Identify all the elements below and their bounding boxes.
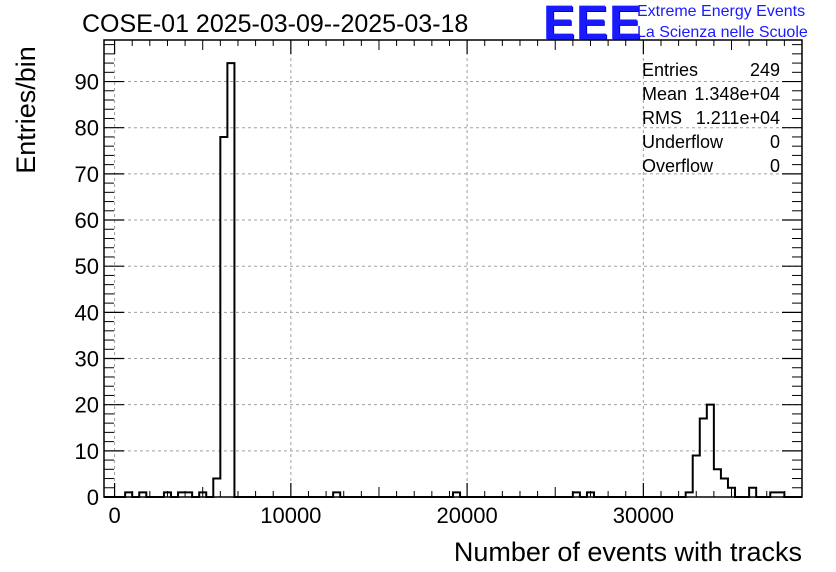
stats-mean-value: 1.348e+04	[694, 84, 780, 104]
histogram-bin	[693, 455, 700, 497]
histogram-bin	[721, 479, 728, 497]
y-tick-label: 70	[75, 162, 99, 187]
histogram-bin	[714, 469, 721, 497]
stats-entries-value: 249	[749, 60, 780, 80]
x-tick-label: 10000	[260, 503, 321, 528]
chart-title: COSE-01 2025-03-09--2025-03-18	[82, 10, 469, 38]
x-tick-label: 20000	[437, 503, 498, 528]
y-axis-label: Entries/bin	[11, 46, 41, 174]
histogram-outline	[104, 62, 802, 498]
stats-box: Entries 249 Mean 1.348e+04 RMS 1.211e+04…	[640, 58, 782, 178]
y-tick-label: 80	[75, 116, 99, 141]
y-tick-label: 60	[75, 208, 99, 233]
logo-text-line2: La Scienza nelle Scuole	[637, 24, 808, 41]
y-tick-label: 10	[75, 439, 99, 464]
histogram-bin	[700, 419, 707, 497]
histogram-bin	[220, 137, 227, 497]
eee-logo: EEE	[543, 0, 643, 50]
stats-rms-value: 1.211e+04	[695, 108, 780, 128]
y-tick-label: 0	[87, 485, 99, 510]
stats-row-entries: Entries 249	[640, 58, 782, 82]
stats-row-rms: RMS 1.211e+04	[640, 106, 782, 130]
histogram-bin	[213, 479, 220, 497]
histogram-bin	[749, 488, 756, 497]
stats-underflow-value: 0	[769, 132, 780, 152]
y-tick-label: 20	[75, 393, 99, 418]
y-tick-label: 30	[75, 347, 99, 372]
stats-rms-label: RMS	[642, 108, 682, 128]
y-tick-label: 40	[75, 300, 99, 325]
stats-entries-label: Entries	[642, 60, 699, 80]
y-tick-label: 90	[75, 70, 99, 95]
stats-underflow-label: Underflow	[642, 132, 724, 152]
x-tick-label: 0	[108, 503, 120, 528]
x-axis-label: Number of events with tracks	[453, 537, 802, 567]
stats-row-overflow: Overflow 0	[640, 154, 782, 178]
stats-overflow-label: Overflow	[642, 156, 714, 176]
stats-overflow-value: 0	[769, 156, 780, 176]
y-tick-label: 50	[75, 254, 99, 279]
stats-row-underflow: Underflow 0	[640, 130, 782, 154]
stats-mean-label: Mean	[642, 84, 688, 104]
stats-row-mean: Mean 1.348e+04	[640, 82, 782, 106]
logo-text-line1: Extreme Energy Events	[637, 3, 806, 20]
plot-frame	[103, 39, 803, 498]
x-tick-label: 30000	[613, 503, 674, 528]
